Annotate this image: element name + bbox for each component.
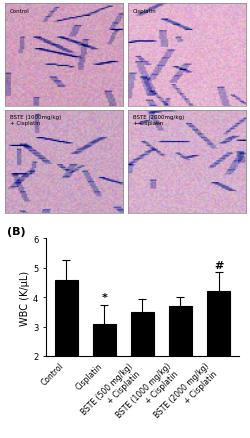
Bar xyxy=(206,292,229,415)
Text: (A): (A) xyxy=(8,7,26,17)
Text: (B): (B) xyxy=(8,226,26,237)
Y-axis label: WBC (K/μL): WBC (K/μL) xyxy=(20,270,30,325)
Bar xyxy=(92,324,115,415)
Text: Cisplatin: Cisplatin xyxy=(132,8,156,14)
Bar xyxy=(168,306,191,415)
Text: BSTE (1000mg/kg)
+ Cisplatin: BSTE (1000mg/kg) + Cisplatin xyxy=(10,115,61,126)
Bar xyxy=(130,312,153,415)
Text: #: # xyxy=(213,260,222,270)
Text: *: * xyxy=(101,293,107,303)
Text: BSTE (2000mg/kg)
+ Cisplatin: BSTE (2000mg/kg) + Cisplatin xyxy=(132,115,183,126)
Text: Control: Control xyxy=(10,8,29,14)
Bar xyxy=(54,280,77,415)
